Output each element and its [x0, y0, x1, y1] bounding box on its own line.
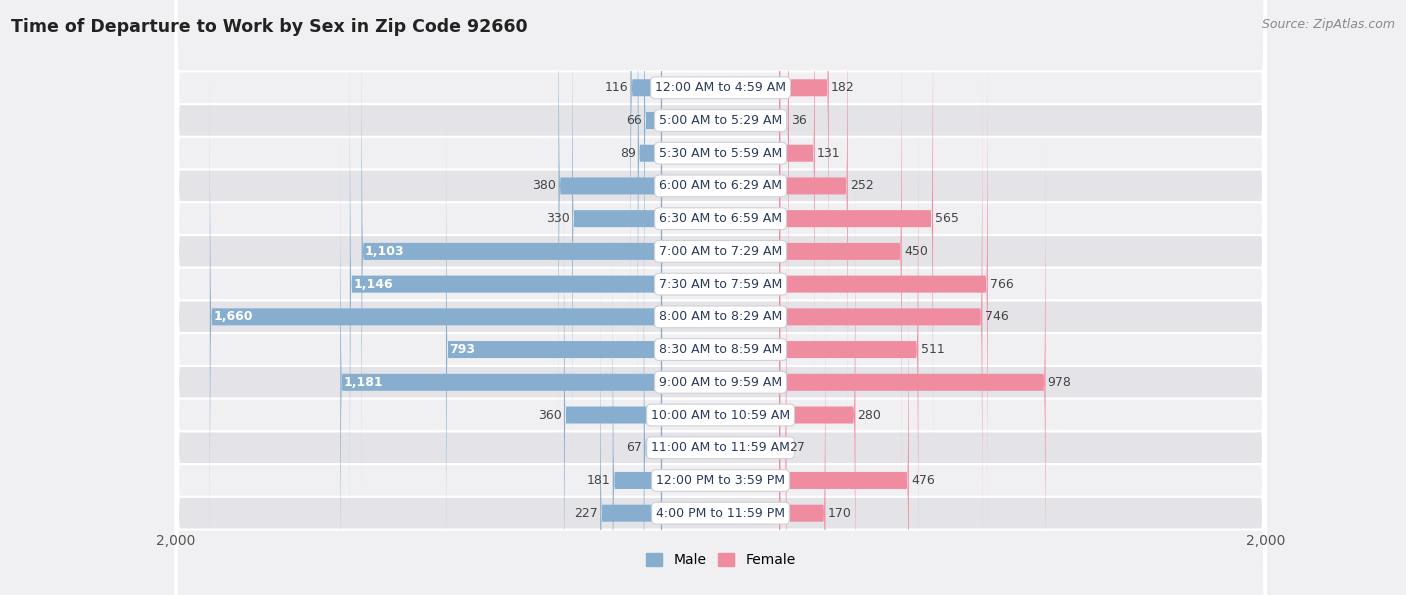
FancyBboxPatch shape — [361, 0, 662, 505]
Text: 476: 476 — [911, 474, 935, 487]
Text: 36: 36 — [792, 114, 807, 127]
Text: 12:00 PM to 3:59 PM: 12:00 PM to 3:59 PM — [657, 474, 785, 487]
Text: 182: 182 — [831, 82, 855, 94]
FancyBboxPatch shape — [779, 0, 901, 505]
FancyBboxPatch shape — [779, 129, 1046, 595]
Text: 1,181: 1,181 — [343, 376, 384, 389]
Text: 9:00 AM to 9:59 AM: 9:00 AM to 9:59 AM — [659, 376, 782, 389]
Text: Source: ZipAtlas.com: Source: ZipAtlas.com — [1261, 18, 1395, 31]
FancyBboxPatch shape — [564, 162, 662, 595]
FancyBboxPatch shape — [176, 0, 1265, 464]
FancyBboxPatch shape — [779, 227, 908, 595]
FancyBboxPatch shape — [779, 260, 825, 595]
FancyBboxPatch shape — [638, 0, 662, 406]
FancyBboxPatch shape — [176, 0, 1265, 530]
Text: 6:30 AM to 6:59 AM: 6:30 AM to 6:59 AM — [659, 212, 782, 225]
Text: 67: 67 — [626, 441, 641, 454]
Text: 1,146: 1,146 — [353, 278, 392, 290]
FancyBboxPatch shape — [779, 31, 988, 537]
Text: 131: 131 — [817, 147, 841, 159]
Text: 280: 280 — [858, 409, 882, 421]
FancyBboxPatch shape — [176, 0, 1265, 595]
Text: 565: 565 — [935, 212, 959, 225]
Text: 380: 380 — [533, 180, 557, 192]
Text: Time of Departure to Work by Sex in Zip Code 92660: Time of Departure to Work by Sex in Zip … — [11, 18, 527, 36]
FancyBboxPatch shape — [176, 104, 1265, 595]
Text: 766: 766 — [990, 278, 1014, 290]
FancyBboxPatch shape — [630, 0, 662, 341]
Text: 793: 793 — [450, 343, 475, 356]
FancyBboxPatch shape — [644, 195, 662, 595]
Legend: Male, Female: Male, Female — [640, 548, 801, 573]
FancyBboxPatch shape — [176, 137, 1265, 595]
Text: 1,660: 1,660 — [214, 311, 253, 323]
FancyBboxPatch shape — [558, 0, 662, 439]
FancyBboxPatch shape — [176, 0, 1265, 497]
FancyBboxPatch shape — [176, 0, 1265, 562]
FancyBboxPatch shape — [446, 96, 662, 595]
Text: 12:00 AM to 4:59 AM: 12:00 AM to 4:59 AM — [655, 82, 786, 94]
FancyBboxPatch shape — [176, 0, 1265, 595]
Text: 5:00 AM to 5:29 AM: 5:00 AM to 5:29 AM — [659, 114, 782, 127]
FancyBboxPatch shape — [176, 0, 1265, 595]
Text: 746: 746 — [984, 311, 1008, 323]
Text: 89: 89 — [620, 147, 636, 159]
Text: 330: 330 — [546, 212, 569, 225]
FancyBboxPatch shape — [600, 260, 662, 595]
Text: 116: 116 — [605, 82, 628, 94]
Text: 252: 252 — [851, 180, 873, 192]
FancyBboxPatch shape — [779, 162, 855, 595]
Text: 978: 978 — [1047, 376, 1071, 389]
FancyBboxPatch shape — [176, 71, 1265, 595]
Text: 6:00 AM to 6:29 AM: 6:00 AM to 6:29 AM — [659, 180, 782, 192]
Text: 1,103: 1,103 — [364, 245, 405, 258]
FancyBboxPatch shape — [644, 0, 662, 374]
FancyBboxPatch shape — [350, 31, 662, 537]
Text: 227: 227 — [574, 507, 598, 519]
FancyBboxPatch shape — [340, 129, 662, 595]
Text: 11:00 AM to 11:59 AM: 11:00 AM to 11:59 AM — [651, 441, 790, 454]
FancyBboxPatch shape — [572, 0, 662, 472]
Text: 27: 27 — [789, 441, 804, 454]
FancyBboxPatch shape — [779, 0, 789, 374]
Text: 8:00 AM to 8:29 AM: 8:00 AM to 8:29 AM — [659, 311, 782, 323]
FancyBboxPatch shape — [176, 0, 1265, 595]
Text: 66: 66 — [626, 114, 643, 127]
Text: 181: 181 — [586, 474, 610, 487]
Text: 10:00 AM to 10:59 AM: 10:00 AM to 10:59 AM — [651, 409, 790, 421]
Text: 450: 450 — [904, 245, 928, 258]
FancyBboxPatch shape — [779, 64, 983, 570]
Text: 4:00 PM to 11:59 PM: 4:00 PM to 11:59 PM — [657, 507, 785, 519]
FancyBboxPatch shape — [779, 0, 934, 472]
FancyBboxPatch shape — [779, 0, 848, 439]
FancyBboxPatch shape — [176, 0, 1265, 595]
FancyBboxPatch shape — [779, 0, 828, 341]
FancyBboxPatch shape — [613, 227, 662, 595]
FancyBboxPatch shape — [209, 64, 662, 570]
FancyBboxPatch shape — [779, 0, 815, 406]
FancyBboxPatch shape — [176, 39, 1265, 595]
Text: 7:00 AM to 7:29 AM: 7:00 AM to 7:29 AM — [659, 245, 782, 258]
FancyBboxPatch shape — [779, 96, 918, 595]
Text: 8:30 AM to 8:59 AM: 8:30 AM to 8:59 AM — [659, 343, 782, 356]
Text: 5:30 AM to 5:59 AM: 5:30 AM to 5:59 AM — [659, 147, 782, 159]
Text: 170: 170 — [828, 507, 852, 519]
Text: 360: 360 — [538, 409, 562, 421]
FancyBboxPatch shape — [176, 6, 1265, 595]
Text: 511: 511 — [921, 343, 945, 356]
Text: 7:30 AM to 7:59 AM: 7:30 AM to 7:59 AM — [659, 278, 782, 290]
FancyBboxPatch shape — [779, 195, 786, 595]
